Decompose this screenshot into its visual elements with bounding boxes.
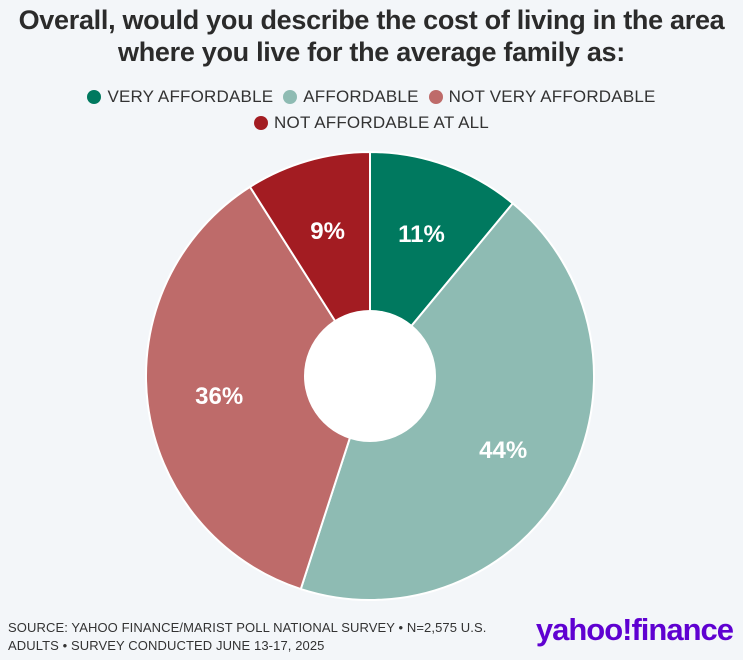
chart-title-line-2: where you live for the average family as…	[118, 37, 625, 67]
chart-title: Overall, would you describe the cost of …	[0, 4, 743, 68]
slice-label-not-affordable-at-all: 9%	[310, 218, 345, 245]
source-note: SOURCE: YAHOO FINANCE/MARIST POLL NATION…	[8, 619, 508, 655]
legend-label-very-affordable: VERY AFFORDABLE	[107, 87, 274, 106]
legend-item-not-very-affordable: NOT VERY AFFORDABLE	[428, 84, 656, 110]
source-line-1: SOURCE: YAHOO FINANCE/MARIST POLL NATION…	[8, 620, 487, 635]
legend-swatch-affordable	[283, 90, 298, 104]
legend-swatch-very-affordable	[87, 90, 102, 104]
slice-very-affordable	[369, 150, 515, 379]
slice-affordable	[299, 201, 595, 601]
yahoo-finance-logo: yahoo!finance	[535, 612, 734, 647]
legend-item-affordable: AFFORDABLE	[283, 84, 418, 110]
legend-swatch-not-very-affordable	[428, 90, 443, 104]
chart-legend: VERY AFFORDABLE AFFORDABLE NOT VERY AFFO…	[40, 84, 703, 136]
slice-label-not-very-affordable: 36%	[195, 383, 243, 410]
slice-label-very-affordable: 11%	[398, 221, 445, 248]
chart-title-line-1: Overall, would you describe the cost of …	[18, 5, 725, 35]
legend-item-not-affordable-at-all: NOT AFFORDABLE AT ALL	[254, 110, 489, 136]
slice-label-affordable: 44%	[479, 437, 527, 464]
legend-label-not-affordable-at-all: NOT AFFORDABLE AT ALL	[274, 113, 489, 132]
legend-item-very-affordable: VERY AFFORDABLE	[87, 84, 273, 110]
source-line-2: ADULTS • SURVEY CONDUCTED JUNE 13-17, 20…	[8, 638, 325, 653]
slice-not-very-affordable	[145, 185, 372, 591]
legend-label-not-very-affordable: NOT VERY AFFORDABLE	[448, 87, 656, 106]
legend-label-affordable: AFFORDABLE	[303, 87, 419, 106]
legend-swatch-not-affordable-at-all	[254, 116, 269, 130]
donut-hole	[304, 310, 436, 442]
